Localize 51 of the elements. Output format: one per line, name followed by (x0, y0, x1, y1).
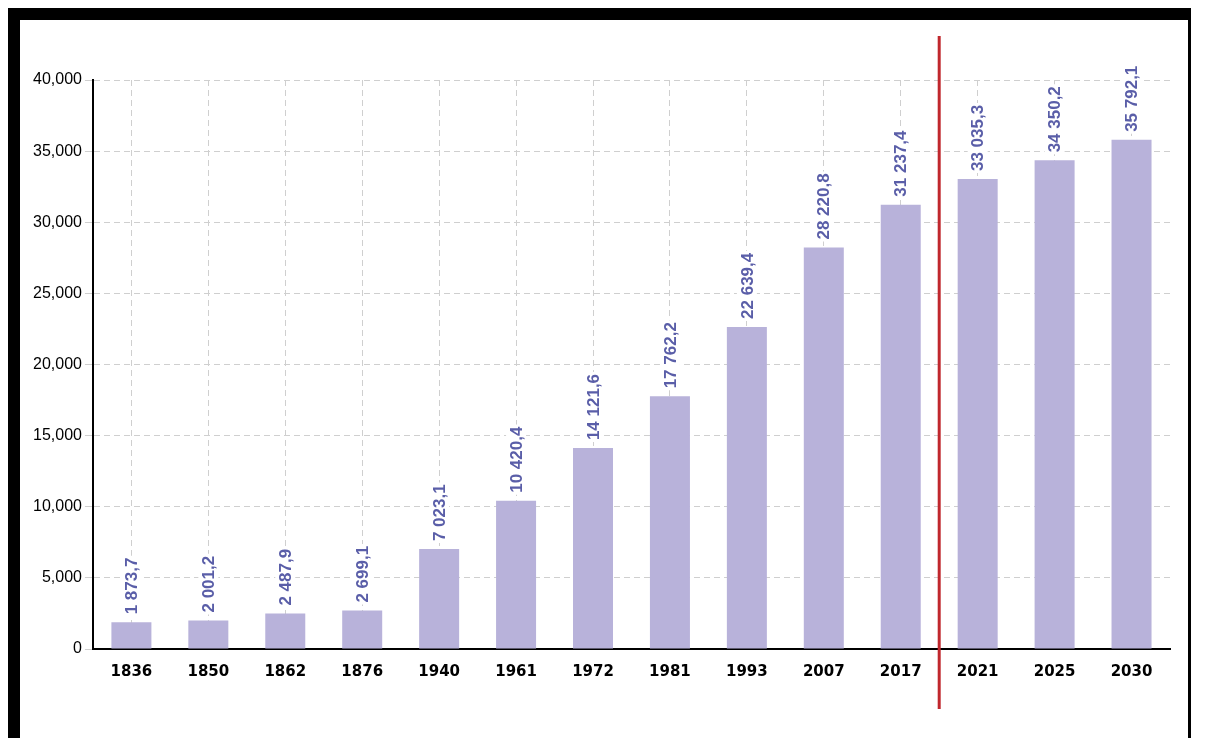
bar (188, 620, 229, 649)
x-tick-label: 1876 (341, 661, 384, 680)
bar (111, 622, 152, 649)
data-label: 28 220,8 (814, 173, 834, 240)
bar (265, 613, 306, 649)
x-tick-label: 2007 (802, 661, 845, 680)
y-tick-label: 40,000 (33, 70, 83, 88)
x-tick-label: 1993 (725, 661, 768, 680)
y-tick-label: 15,000 (33, 426, 83, 444)
data-label: 2 699,1 (352, 545, 372, 603)
x-tick-label: 1940 (418, 661, 461, 680)
data-label: 35 792,1 (1122, 65, 1142, 132)
bar (1034, 160, 1075, 649)
data-label: 14 121,6 (583, 373, 603, 441)
x-tick-label: 2017 (879, 661, 922, 680)
bar (649, 396, 690, 649)
bar (1111, 139, 1152, 649)
x-tick-label: 2025 (1033, 661, 1076, 680)
x-tick-label: 1981 (649, 661, 691, 680)
bar (803, 247, 844, 649)
bar (957, 179, 998, 649)
bar (419, 549, 460, 649)
x-tick-label: 1961 (495, 661, 537, 680)
x-tick-label: 2030 (1110, 661, 1153, 680)
y-tick-label: 35,000 (33, 141, 83, 159)
x-tick-label: 1972 (572, 661, 614, 680)
y-tick-label: 0 (73, 639, 83, 657)
data-label: 22 639,4 (737, 252, 757, 319)
bar (342, 610, 383, 649)
y-tick-label: 30,000 (33, 212, 83, 230)
bar (496, 500, 537, 649)
data-label: 7 023,1 (429, 484, 449, 542)
x-tick-label: 1850 (187, 661, 230, 680)
data-label: 31 237,4 (891, 129, 911, 197)
y-tick-label: 10,000 (33, 497, 83, 515)
data-label: 10 420,4 (506, 426, 526, 493)
bar (726, 326, 767, 649)
data-label: 2 001,2 (199, 555, 219, 613)
x-tick-label: 1862 (264, 661, 307, 680)
y-tick-label: 20,000 (33, 354, 83, 372)
x-tick-label: 2021 (956, 661, 999, 680)
data-label: 34 350,2 (1045, 86, 1065, 153)
data-label: 33 035,3 (968, 104, 988, 172)
y-tick-label: 25,000 (33, 283, 83, 301)
x-tick-label: 1836 (110, 661, 153, 680)
bar (573, 448, 614, 649)
bar (880, 204, 921, 649)
data-label: 1 873,7 (122, 557, 142, 615)
data-label: 2 487,9 (275, 548, 295, 606)
y-tick-label: 5,000 (41, 568, 83, 586)
data-label: 17 762,2 (660, 322, 680, 389)
